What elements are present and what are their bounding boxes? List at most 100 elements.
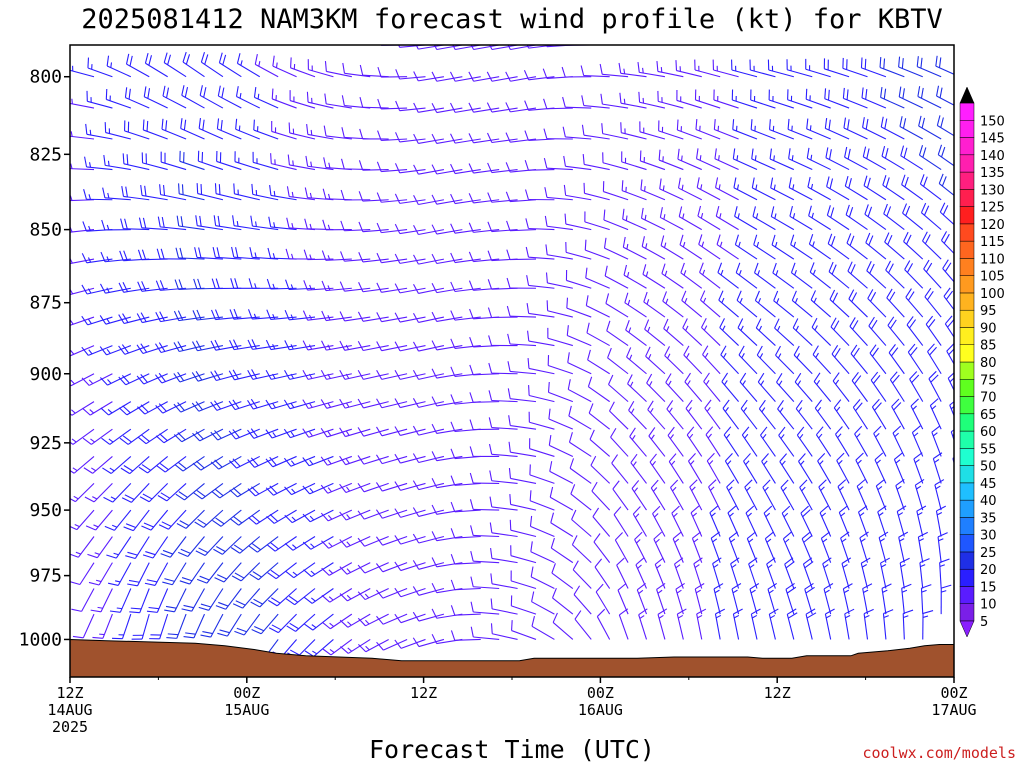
- wind-barb: [468, 102, 500, 113]
- wind-barb: [717, 262, 739, 289]
- wind-barb: [530, 541, 555, 564]
- wind-barb: [487, 307, 518, 319]
- plot-area: [69, 44, 955, 678]
- wind-barb: [940, 584, 952, 615]
- wind-barb: [322, 219, 352, 231]
- wind-barb: [87, 536, 113, 559]
- wind-barb: [780, 479, 795, 511]
- wind-barb: [889, 371, 905, 402]
- wind-barb: [935, 505, 947, 537]
- wind-barb: [524, 189, 555, 201]
- wind-barb: [677, 177, 702, 201]
- wind-barb: [217, 613, 242, 637]
- wind-barb: [871, 398, 887, 430]
- wind-barb: [81, 315, 113, 326]
- wind-barb: [81, 373, 113, 386]
- x-tick-label: 00Z: [940, 684, 967, 702]
- wind-barb: [181, 85, 205, 109]
- wind-barb: [192, 428, 224, 442]
- wind-barb: [832, 372, 850, 402]
- wind-barb: [746, 531, 758, 563]
- wind-barb: [253, 119, 279, 140]
- wind-barb: [121, 483, 150, 503]
- wind-barb: [848, 289, 868, 318]
- wind-barb: [766, 557, 776, 589]
- wind-barb: [304, 613, 334, 631]
- wind-barb: [700, 317, 721, 346]
- wind-barb: [602, 181, 629, 201]
- wind-barb: [607, 347, 629, 375]
- wind-barb: [487, 132, 518, 144]
- wind-barb: [321, 588, 353, 603]
- wind-barb: [394, 508, 426, 518]
- wind-barb: [877, 505, 887, 537]
- chart-title: 2025081412 NAM3KM forecast wind profile …: [81, 4, 943, 35]
- wind-barb: [660, 235, 684, 260]
- wind-barb: [286, 186, 316, 201]
- wind-barb: [744, 479, 758, 511]
- wind-barb: [321, 340, 352, 351]
- wind-barb: [837, 479, 850, 511]
- wind-barb: [768, 608, 779, 640]
- wind-barb: [175, 482, 205, 501]
- y-tick-label: 875: [29, 293, 62, 314]
- wind-barb: [885, 260, 905, 289]
- wind-barb: [771, 234, 795, 260]
- wind-barb: [431, 557, 463, 568]
- wind-barb: [253, 86, 279, 109]
- wind-barb: [92, 613, 113, 639]
- wind-barb: [302, 428, 334, 438]
- wind-barb: [881, 145, 905, 171]
- wind-barb: [340, 251, 371, 262]
- wind-barb: [703, 372, 721, 402]
- wind-barb: [83, 189, 113, 201]
- wind-barb: [70, 373, 95, 387]
- colorbar-swatch: [959, 534, 975, 553]
- colorbar-tick-label: 75: [980, 373, 997, 388]
- wind-barb: [842, 87, 868, 109]
- wind-barb: [661, 263, 684, 289]
- wind-barb: [489, 496, 518, 511]
- wind-barb: [543, 98, 573, 110]
- wind-barb: [394, 561, 426, 572]
- wind-barb: [887, 316, 905, 346]
- wind-barb: [412, 480, 445, 491]
- wind-barb: [657, 90, 684, 109]
- wind-barb: [394, 193, 426, 204]
- x-tick-label: 15AUG: [224, 701, 269, 719]
- wind-barb: [899, 116, 924, 140]
- wind-barb: [450, 163, 481, 175]
- colorbar-tick-label: 50: [980, 460, 997, 475]
- wind-barb: [470, 550, 500, 564]
- wind-barb: [306, 91, 334, 109]
- wind-barb: [216, 150, 242, 171]
- wind-barb: [173, 341, 205, 353]
- wind-barb: [527, 357, 555, 375]
- wind-barb: [302, 399, 334, 410]
- wind-barb: [750, 119, 776, 140]
- wind-barb: [70, 428, 95, 445]
- wind-barb: [663, 318, 684, 346]
- wind-barb: [888, 344, 905, 375]
- wind-barb: [394, 638, 426, 649]
- wind-barb: [715, 177, 739, 201]
- wind-barb: [861, 87, 887, 109]
- x-tick-label: 00Z: [587, 684, 614, 702]
- wind-barb: [642, 264, 666, 289]
- wind-barb: [85, 509, 113, 531]
- wind-barb: [488, 417, 518, 430]
- wind-barb: [507, 388, 537, 403]
- wind-barb: [675, 60, 702, 78]
- wind-barb: [431, 608, 463, 619]
- wind-barb: [488, 362, 518, 375]
- wind-barb: [788, 148, 813, 171]
- x-tick-label: 14AUG: [47, 701, 92, 719]
- wind-barb: [139, 483, 169, 503]
- wind-barb: [357, 562, 389, 574]
- wind-barb: [357, 535, 389, 547]
- wind-barb: [81, 284, 113, 295]
- wind-barb: [730, 557, 740, 589]
- wind-barb: [704, 399, 721, 430]
- wind-barb: [668, 453, 684, 484]
- wind-barb: [285, 588, 316, 606]
